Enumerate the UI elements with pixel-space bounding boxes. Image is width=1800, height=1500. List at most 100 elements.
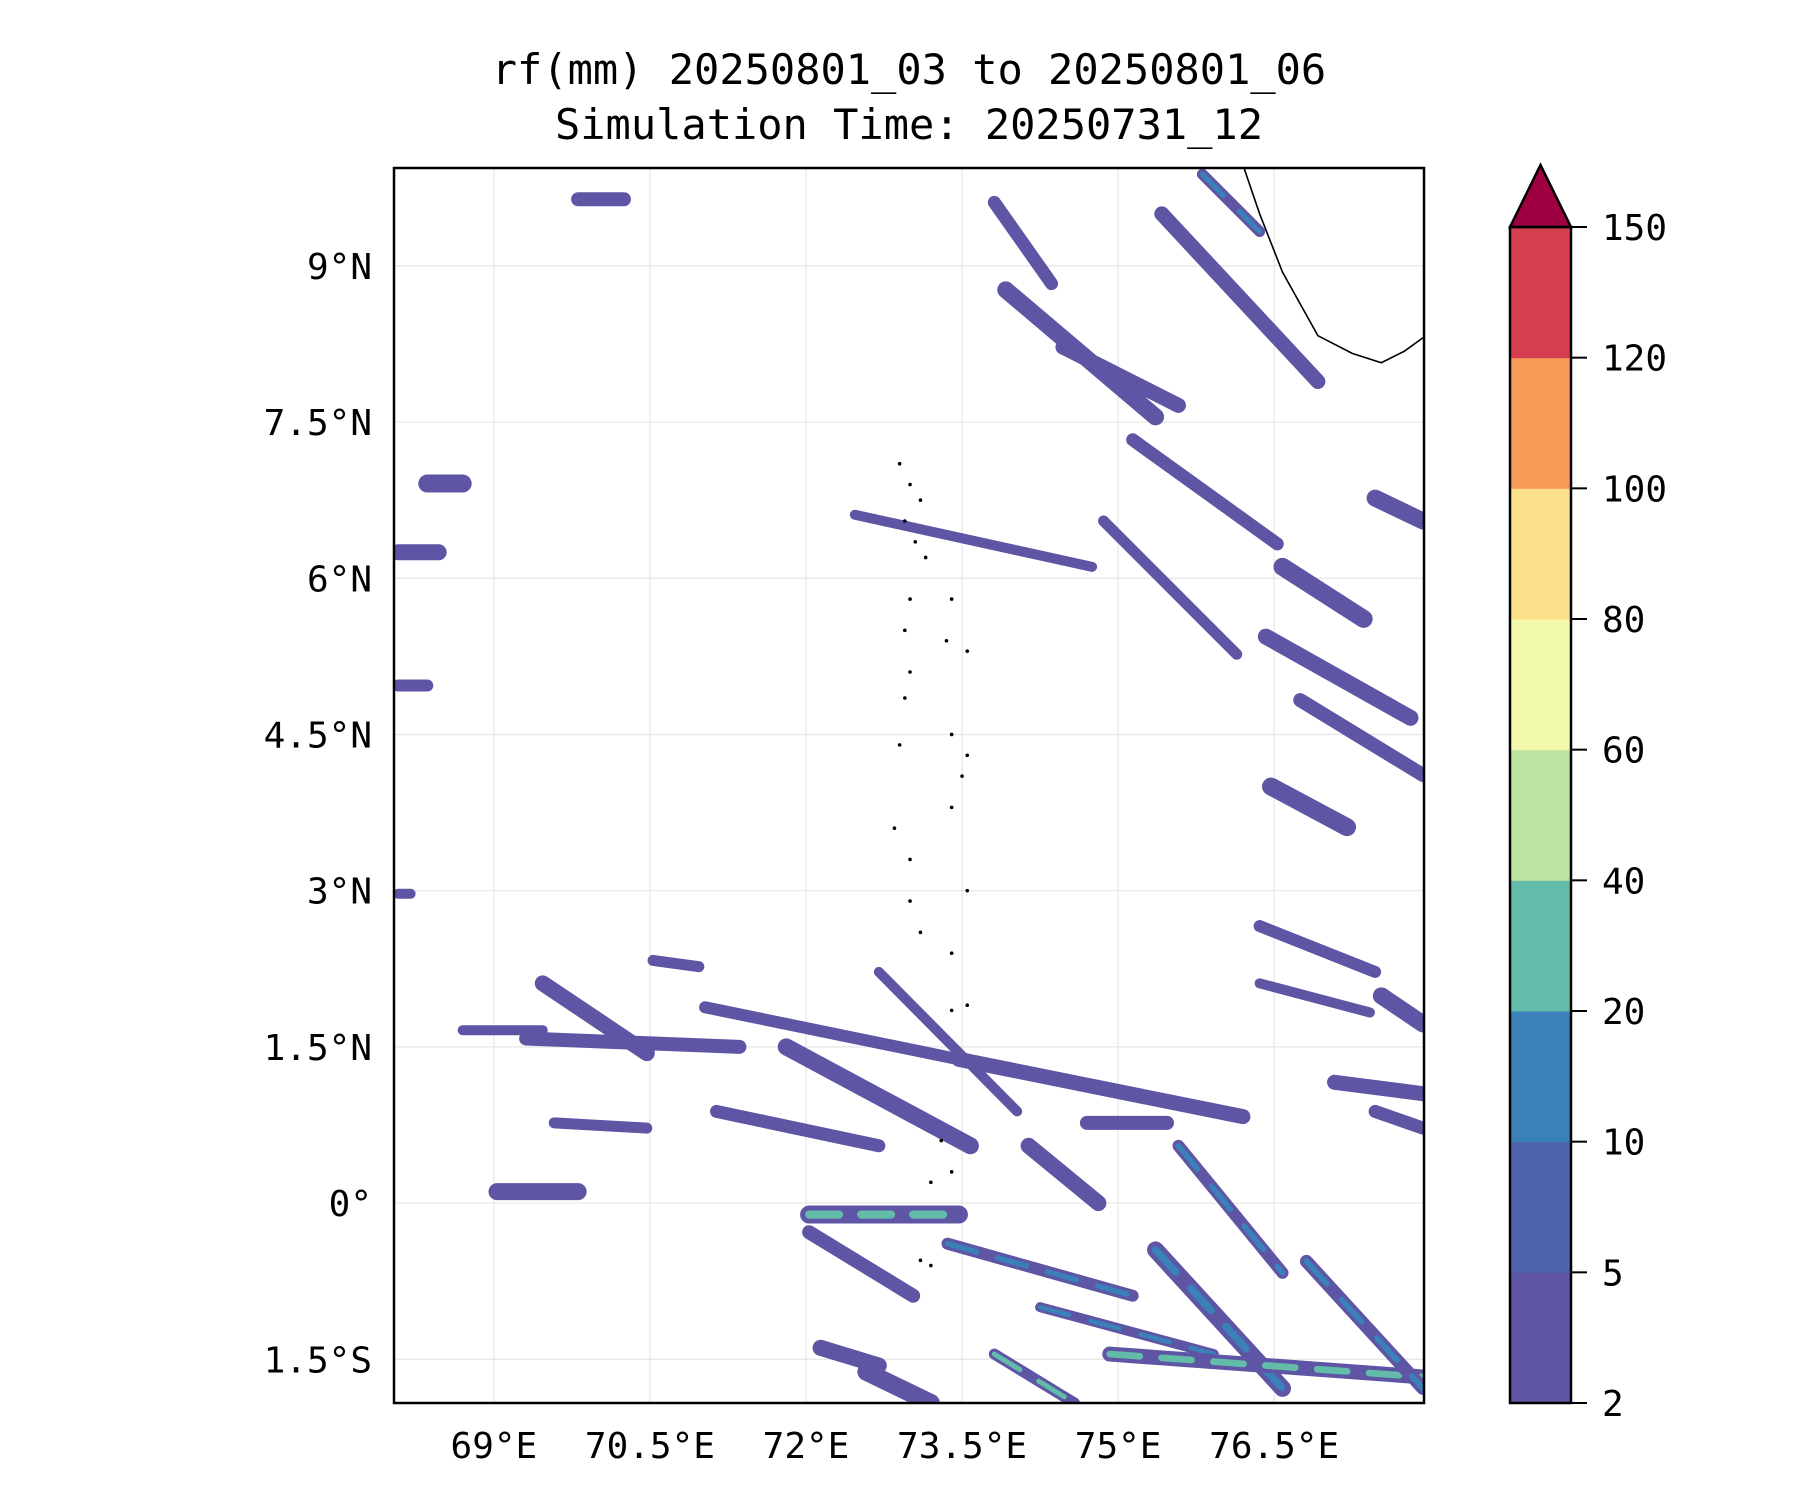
island-dot <box>908 899 912 903</box>
island-dot <box>908 670 912 674</box>
island-dot <box>960 774 964 778</box>
colorbar-tick-label: 60 <box>1602 731 1645 772</box>
island-dot <box>897 461 902 466</box>
rain-streak <box>857 1362 940 1403</box>
rain-streak <box>777 1038 979 1155</box>
rain-streak <box>647 954 705 973</box>
rain-streak <box>548 1117 653 1134</box>
rain-streak <box>1020 1137 1107 1212</box>
island-dot <box>939 1138 944 1143</box>
rain-streak <box>1293 693 1424 783</box>
island-dot <box>903 696 907 700</box>
x-tick-label: 73.5°E <box>897 1426 1027 1467</box>
colorbar-tick-label: 20 <box>1602 992 1645 1033</box>
rain-streak <box>699 1001 965 1066</box>
island-dot <box>944 638 949 643</box>
rain-streak <box>873 966 1023 1117</box>
colorbar-segment <box>1510 880 1571 1012</box>
colorbar-segment <box>1510 619 1571 751</box>
rain-streak <box>849 509 1098 572</box>
y-tick-label: 1.5°N <box>264 1028 372 1069</box>
rain-streak <box>519 1031 747 1054</box>
rain-streak <box>802 1225 921 1303</box>
india-coastline <box>1243 168 1424 364</box>
colorbar-tick-label: 2 <box>1602 1384 1624 1425</box>
rain-core <box>944 1240 1136 1299</box>
x-tick-label: 69°E <box>451 1426 538 1467</box>
colorbar-segment <box>1510 1272 1571 1404</box>
island-dot <box>949 732 954 737</box>
rain-streak <box>1126 433 1284 551</box>
colorbar-tick-label: 100 <box>1602 469 1667 510</box>
island-dot <box>918 1258 923 1263</box>
rain-streak <box>1254 978 1375 1018</box>
rain-streak <box>812 1339 887 1374</box>
rain-core <box>1175 1143 1286 1276</box>
rain-streak <box>1368 1104 1424 1135</box>
island-dot <box>903 628 907 633</box>
colorbar-segment <box>1510 1141 1571 1273</box>
x-tick-label: 70.5°E <box>585 1426 715 1467</box>
island-dot <box>965 649 970 653</box>
rain-core <box>1106 1350 1424 1381</box>
rainfall-contours <box>394 168 1424 1403</box>
colorbar-frame <box>1508 225 1573 1405</box>
island-dot <box>908 482 912 487</box>
island-dot <box>965 888 970 893</box>
rain-streak <box>987 195 1059 291</box>
y-tick-label: 6°N <box>307 559 372 600</box>
x-tick-label: 75°E <box>1075 1426 1162 1467</box>
y-tick-label: 0° <box>329 1184 372 1225</box>
island-dot <box>892 826 897 830</box>
colorbar: 2 5 10 20 40 60 80 100 120 150 <box>1507 162 1667 1425</box>
y-tick-label: 4.5°N <box>264 715 372 756</box>
rain-streak <box>1262 777 1357 837</box>
colorbar-tick-label: 120 <box>1602 339 1667 380</box>
colorbar-tick-label: 80 <box>1602 600 1645 641</box>
colorbar-tick-label: 5 <box>1602 1253 1624 1294</box>
rain-streak <box>1154 206 1326 389</box>
island-dot <box>949 951 954 955</box>
island-dot <box>949 1170 954 1174</box>
y-tick-label: 1.5°S <box>264 1340 372 1381</box>
colorbar-tick-label: 150 <box>1602 208 1667 249</box>
colorbar-tick-label: 40 <box>1602 861 1645 902</box>
island-dot <box>965 753 970 758</box>
island-dot <box>918 930 923 935</box>
colorbar-segment <box>1510 227 1571 359</box>
rain-core <box>1303 1258 1424 1392</box>
island-dot <box>918 498 923 502</box>
y-tick-label: 7.5°N <box>264 403 372 444</box>
island-dot <box>965 1003 970 1008</box>
rain-core <box>1199 171 1263 234</box>
rain-streak <box>1327 1074 1424 1102</box>
colorbar-extend-triangle <box>1507 162 1574 229</box>
colorbar-tick-label: 10 <box>1602 1123 1645 1164</box>
island-dot <box>949 805 954 810</box>
chart-title-line2: Simulation Time: 20250731_12 <box>555 100 1263 149</box>
island-dot <box>908 597 912 601</box>
y-axis-ticks: 9°N 7.5°N 6°N 4.5°N 3°N 1.5°N 0° 1.5°S <box>264 247 372 1381</box>
island-dot <box>949 597 954 601</box>
rain-streak <box>1366 489 1424 530</box>
rain-streak <box>1253 920 1382 978</box>
rain-streak <box>1273 557 1373 628</box>
island-dot <box>949 1008 954 1013</box>
island-dot <box>897 743 902 747</box>
island-dot <box>908 857 912 862</box>
rain-core <box>1037 1304 1217 1357</box>
y-tick-label: 3°N <box>307 872 372 913</box>
rain-core <box>991 1351 1077 1403</box>
x-tick-label: 76.5°E <box>1209 1426 1339 1467</box>
colorbar-segment <box>1510 1011 1571 1143</box>
rain-streak <box>951 1051 1251 1125</box>
colorbar-segment <box>1510 488 1571 620</box>
rain-streak <box>710 1104 886 1153</box>
island-dot <box>923 555 928 560</box>
maldives-islands <box>892 461 970 1268</box>
rain-streak <box>1055 339 1186 413</box>
island-dot <box>913 540 918 544</box>
colorbar-segment <box>1510 749 1571 881</box>
island-dot <box>929 1263 933 1268</box>
chart-title-line1: rf(mm) 20250801_03 to 20250801_06 <box>492 45 1326 94</box>
